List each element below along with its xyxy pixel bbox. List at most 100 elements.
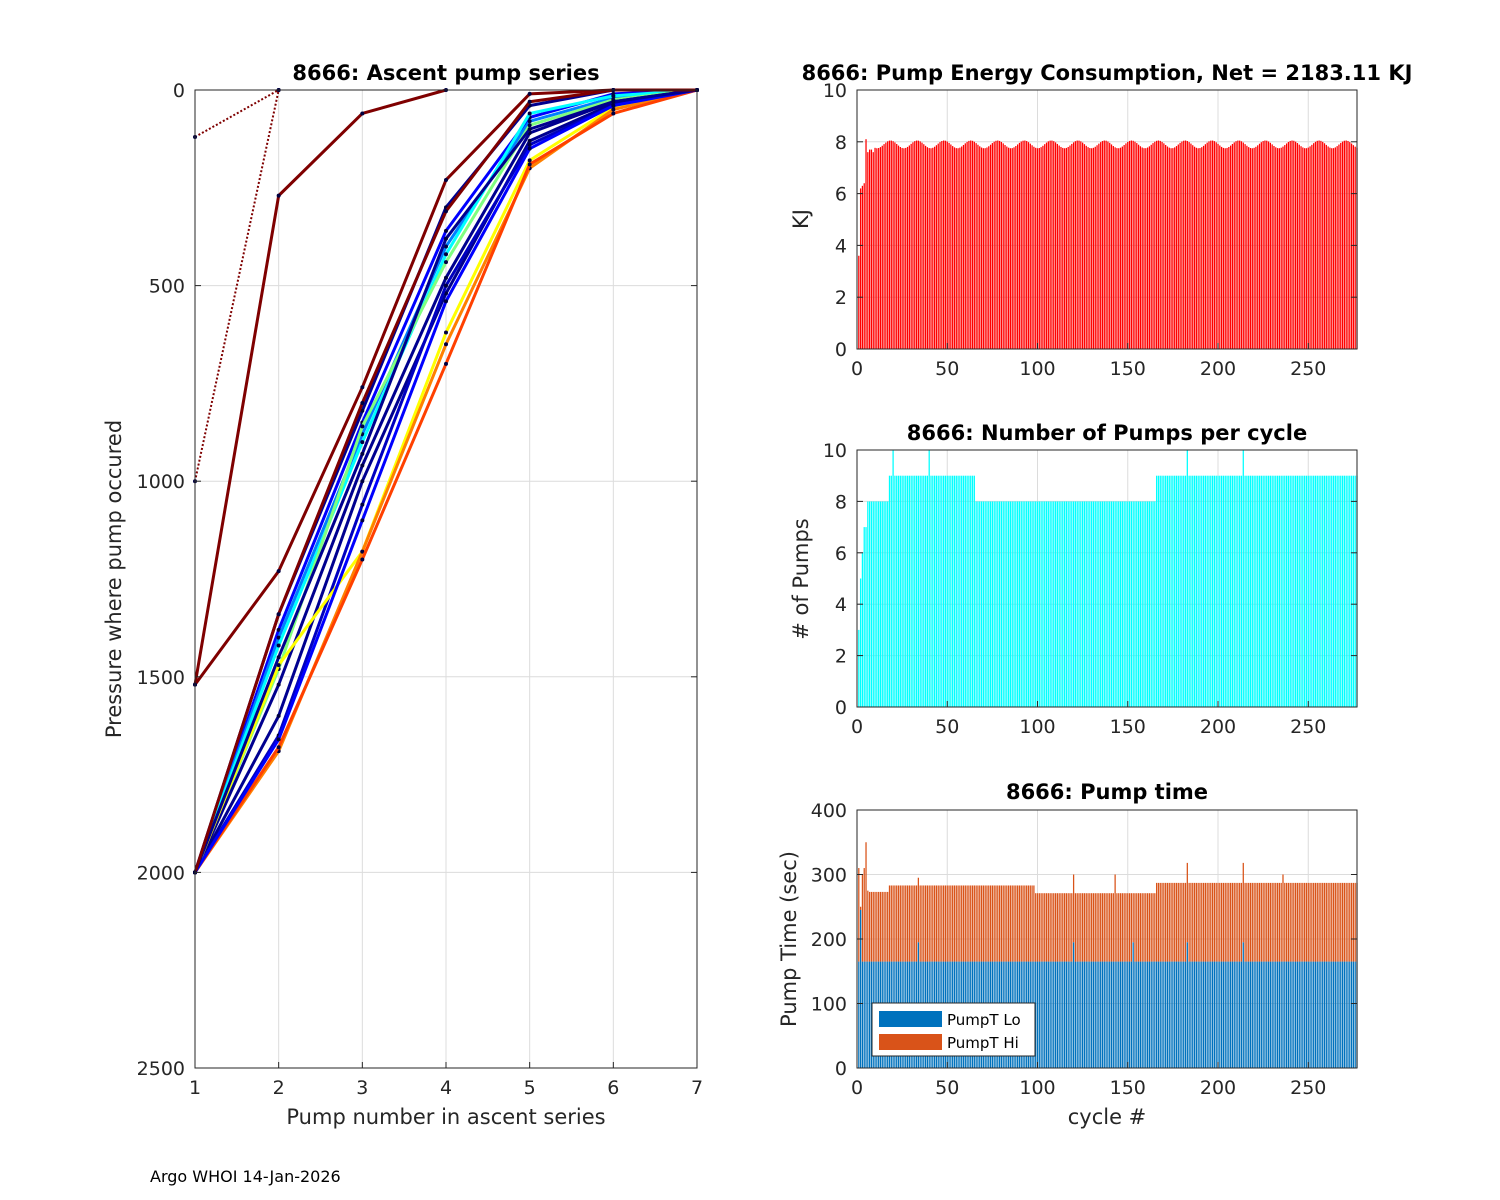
energy-bar	[1220, 146, 1223, 349]
pumps-bar	[1228, 475, 1230, 707]
time-bar-lo	[1063, 961, 1066, 1068]
ascent-point	[611, 99, 616, 104]
pumps-bar	[1053, 501, 1055, 707]
energy-bar	[1264, 140, 1266, 349]
energy-bar	[1239, 140, 1241, 349]
time-bar-hi	[1222, 882, 1225, 962]
pumps-bar	[957, 475, 959, 707]
ascent-point	[276, 713, 281, 718]
time-bar-hi	[1313, 882, 1315, 962]
time-bar-lo	[1154, 961, 1156, 1068]
energy-bar	[859, 188, 862, 349]
pumps-bar	[1197, 475, 1199, 707]
time-axes: 0 50 100 150 200 250 0 100 200 300 400 8666: Pump…	[777, 780, 1358, 1129]
ascent-xlabel: Pump number in ascent series	[286, 1105, 605, 1129]
pumps-bar	[1004, 501, 1006, 707]
time-bar-hi	[892, 885, 894, 962]
time-bar-hi	[917, 877, 920, 943]
energy-bar	[968, 140, 970, 349]
time-bar-lo	[1053, 961, 1055, 1068]
pumps-bar	[1248, 475, 1250, 707]
pumps-bar	[1327, 475, 1329, 707]
energy-bar	[1127, 141, 1129, 349]
time-bar-hi	[1262, 882, 1264, 962]
time-bar-hi	[914, 885, 916, 962]
pumps-yticks: 0 2 4 6 8 10	[823, 440, 1357, 719]
time-bar-hi	[964, 885, 966, 962]
time-bar-lo	[1269, 961, 1271, 1068]
x-tick-label: 150	[1110, 1077, 1146, 1099]
pumps-bar	[1316, 475, 1318, 707]
energy-bar	[1161, 141, 1163, 349]
time-bar-hi	[1049, 893, 1051, 962]
pumps-bar	[908, 475, 910, 707]
time-bar-hi	[1074, 893, 1077, 962]
energy-bar	[1305, 148, 1308, 349]
time-bar-hi	[1020, 885, 1022, 962]
pumps-bar	[988, 501, 990, 707]
energy-bar	[1246, 145, 1248, 349]
pumps-bar	[1217, 475, 1219, 707]
energy-bar	[1320, 140, 1322, 349]
pumps-bar	[1110, 501, 1113, 707]
time-bar-lo	[1170, 961, 1172, 1068]
time-bar-lo	[1291, 961, 1293, 1068]
pumps-bar	[1163, 475, 1165, 707]
energy-bar	[1011, 148, 1013, 349]
energy-bar	[876, 148, 878, 349]
ascent-point	[276, 635, 281, 640]
time-bar-hi	[1289, 882, 1291, 962]
time-bar-hi	[1006, 885, 1008, 962]
ascent-point	[360, 440, 365, 445]
time-bar-hi	[950, 885, 952, 962]
energy-bar	[1091, 148, 1093, 349]
time-bar-lo	[1242, 942, 1244, 1068]
time-bar-hi	[971, 885, 974, 962]
energy-bar	[937, 143, 939, 349]
ascent-yticks: 0 500 1000 1500 2000 2500	[137, 80, 697, 1080]
energy-bar	[1262, 141, 1264, 349]
energy-bar	[878, 148, 880, 349]
time-bar-lo	[1230, 961, 1232, 1068]
time-bar-lo	[1038, 961, 1040, 1068]
time-bar-hi	[1141, 893, 1143, 962]
pumps-bar	[870, 501, 873, 707]
time-bar-hi	[1264, 882, 1266, 962]
energy-bar	[1109, 142, 1111, 349]
energy-bar	[1316, 140, 1318, 349]
time-bar-lo	[1181, 961, 1183, 1068]
time-bar-lo	[1224, 961, 1226, 1068]
energy-bar	[1197, 148, 1199, 349]
pumps-bar	[1332, 475, 1335, 707]
energy-bar	[1240, 141, 1243, 349]
pumps-bar	[1341, 475, 1344, 707]
pumps-bar	[1202, 475, 1205, 707]
energy-bar	[924, 145, 927, 349]
ascent-point	[611, 93, 616, 98]
time-bar-hi	[1276, 882, 1279, 962]
time-bar-hi	[1242, 862, 1244, 943]
energy-bar	[1233, 142, 1235, 349]
time-bar-lo	[1293, 961, 1295, 1068]
time-bar-hi	[1018, 885, 1021, 962]
y-tick-label: 500	[149, 276, 185, 298]
energy-bar	[1134, 141, 1136, 349]
energy-bar	[966, 141, 968, 349]
pumps-bar	[973, 475, 975, 707]
pumps-bar	[1325, 475, 1327, 707]
energy-bar	[1222, 147, 1225, 349]
ascent-point	[444, 291, 448, 296]
pumps-bar	[1199, 475, 1201, 707]
energy-bar	[1089, 148, 1091, 349]
energy-bar	[914, 141, 916, 349]
pumps-bar	[1181, 475, 1183, 707]
pumps-bar	[897, 475, 900, 707]
time-bar-hi	[1224, 882, 1226, 962]
pumps-bar	[1134, 501, 1136, 707]
energy-bar	[1045, 142, 1048, 349]
time-bar-hi	[1080, 893, 1082, 962]
pumps-bar	[1058, 501, 1060, 707]
energy-bar	[1031, 145, 1033, 349]
pumps-bar	[903, 475, 905, 707]
pumps-bar	[1267, 475, 1270, 707]
